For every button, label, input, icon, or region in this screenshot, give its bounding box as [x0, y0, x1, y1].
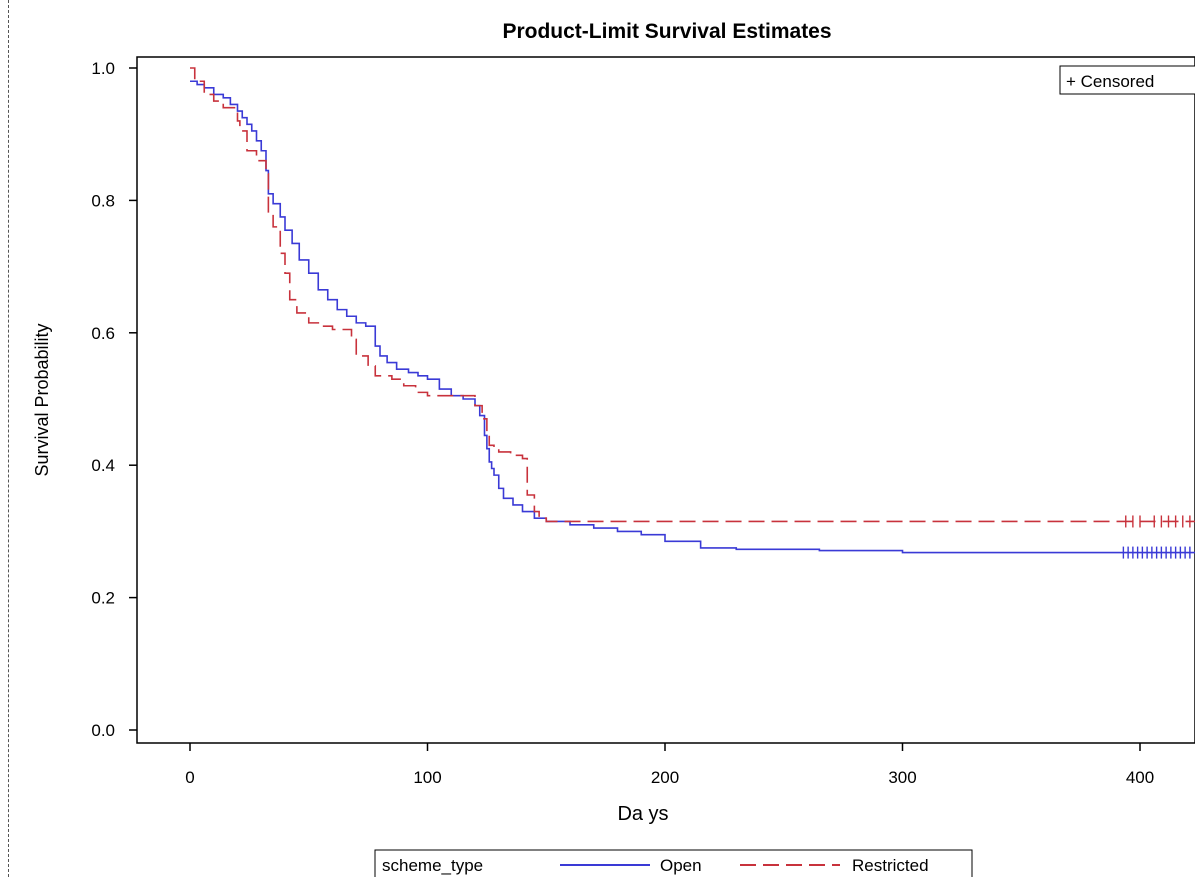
y-tick-label: 0.4	[91, 456, 115, 475]
y-tick-label: 0.0	[91, 721, 115, 740]
plot-frame-border	[136, 56, 1195, 744]
x-tick-label: 400	[1126, 768, 1154, 787]
x-axis: 0 100 200 300 400	[185, 743, 1154, 787]
chart-title: Product-Limit Survival Estimates	[502, 20, 831, 43]
series-legend: scheme_type Open Restricted	[374, 849, 973, 877]
y-axis: 0.0 0.2 0.4 0.6 0.8 1.0	[91, 59, 137, 740]
legend-label-open: Open	[660, 856, 702, 875]
y-axis-label: Survival Probability	[32, 323, 52, 476]
x-tick-label: 300	[888, 768, 916, 787]
plot-area	[136, 56, 1195, 744]
series-line-restricted	[190, 67, 1195, 523]
series-legend-title: scheme_type	[382, 856, 483, 875]
x-tick-label: 100	[413, 768, 441, 787]
x-tick-label: 200	[651, 768, 679, 787]
series-line-open	[190, 80, 1195, 554]
series-legend-box	[374, 849, 973, 877]
y-tick-label: 1.0	[91, 59, 115, 78]
censored-legend-box	[1059, 65, 1195, 95]
x-axis-label: Da ys	[617, 803, 668, 825]
left-page-rule	[8, 0, 9, 877]
legend-label-restricted: Restricted	[852, 856, 929, 875]
x-tick-label: 0	[185, 768, 194, 787]
y-tick-label: 0.8	[91, 191, 115, 210]
censored-legend: + Censored	[1059, 65, 1195, 95]
censored-legend-label: + Censored	[1066, 72, 1154, 91]
y-tick-label: 0.6	[91, 324, 115, 343]
y-tick-label: 0.2	[91, 589, 115, 608]
series-layer	[190, 67, 1195, 559]
